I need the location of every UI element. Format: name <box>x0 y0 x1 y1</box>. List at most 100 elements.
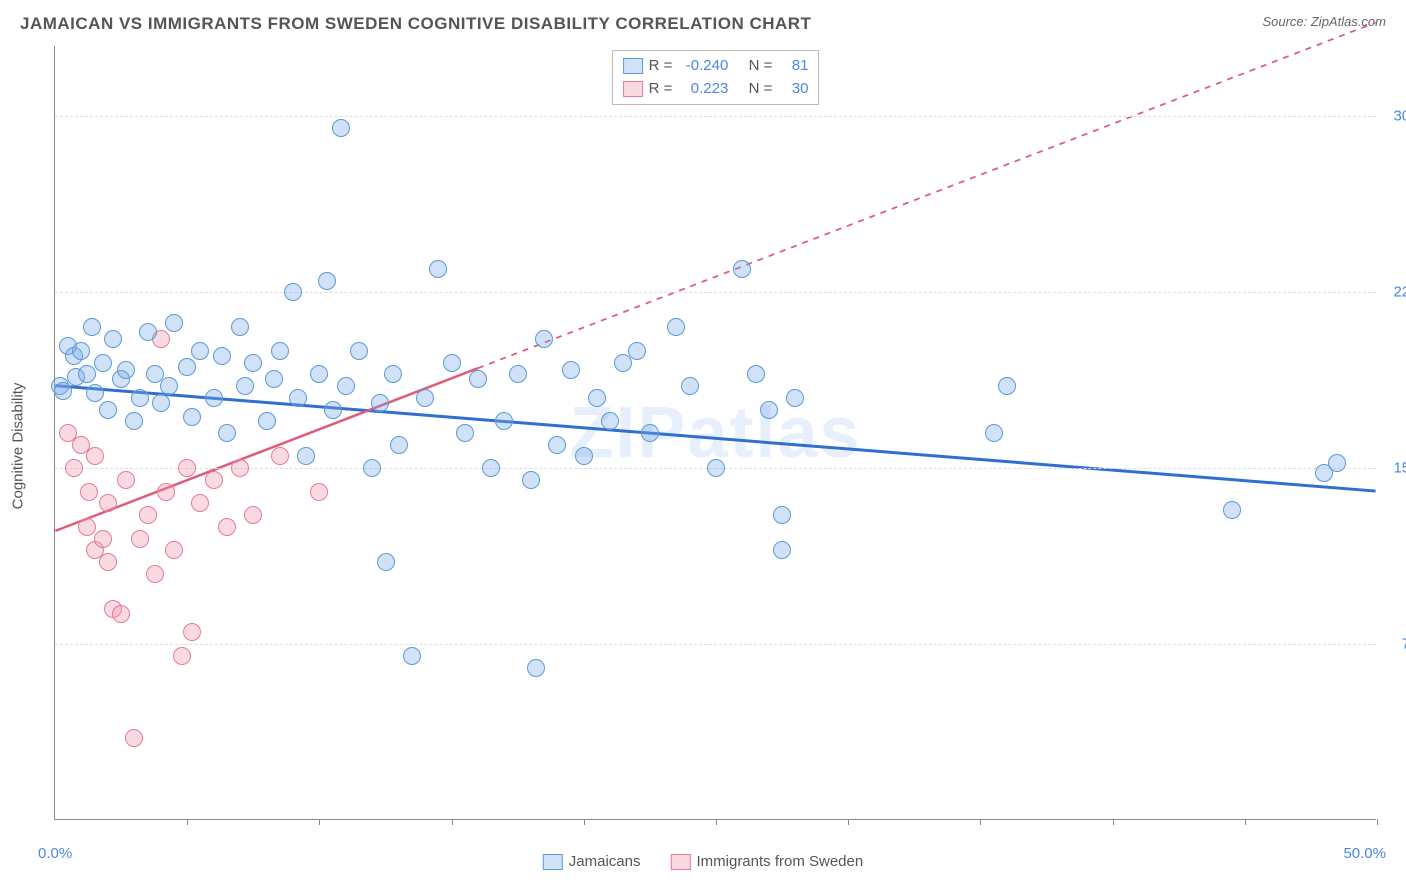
data-point <box>218 518 236 536</box>
ytick-label: 22.5% <box>1381 284 1406 301</box>
bottom-legend: Jamaicans Immigrants from Sweden <box>543 853 863 870</box>
data-point <box>297 447 315 465</box>
xtick <box>319 819 320 825</box>
data-point <box>707 459 725 477</box>
data-point <box>104 330 122 348</box>
legend-swatch <box>543 854 563 870</box>
xtick <box>187 819 188 825</box>
data-point <box>157 483 175 501</box>
data-point <box>231 318 249 336</box>
data-point <box>205 471 223 489</box>
xtick <box>584 819 585 825</box>
trend-line-solid <box>55 368 477 531</box>
data-point <box>747 365 765 383</box>
data-point <box>271 342 289 360</box>
ytick-label: 15.0% <box>1381 460 1406 477</box>
data-point <box>773 541 791 559</box>
data-point <box>760 401 778 419</box>
data-point <box>65 459 83 477</box>
chart-title: JAMAICAN VS IMMIGRANTS FROM SWEDEN COGNI… <box>20 14 811 34</box>
data-point <box>231 459 249 477</box>
data-point <box>72 342 90 360</box>
data-point <box>318 272 336 290</box>
data-point <box>131 530 149 548</box>
data-point <box>985 424 1003 442</box>
data-point <box>310 483 328 501</box>
trend-lines-layer <box>55 46 1376 819</box>
data-point <box>183 623 201 641</box>
data-point <box>131 389 149 407</box>
y-axis-label: Cognitive Disability <box>10 383 27 510</box>
data-point <box>80 483 98 501</box>
data-point <box>146 565 164 583</box>
data-point <box>94 530 112 548</box>
data-point <box>371 394 389 412</box>
data-point <box>83 318 101 336</box>
xtick <box>1245 819 1246 825</box>
xtick <box>980 819 981 825</box>
r-label: R = <box>649 55 673 78</box>
data-point <box>271 447 289 465</box>
data-point <box>403 647 421 665</box>
n-value: 30 <box>778 78 808 101</box>
data-point <box>575 447 593 465</box>
data-point <box>178 358 196 376</box>
data-point <box>99 401 117 419</box>
data-point <box>998 377 1016 395</box>
gridline <box>55 644 1376 645</box>
source-label: Source: <box>1262 14 1310 29</box>
data-point <box>1328 454 1346 472</box>
data-point <box>218 424 236 442</box>
data-point <box>94 354 112 372</box>
data-point <box>324 401 342 419</box>
data-point <box>78 365 96 383</box>
data-point <box>588 389 606 407</box>
data-point <box>562 361 580 379</box>
legend-swatch <box>623 58 643 74</box>
data-point <box>99 553 117 571</box>
data-point <box>191 342 209 360</box>
data-point <box>236 377 254 395</box>
gridline <box>55 116 1376 117</box>
data-point <box>117 361 135 379</box>
data-point <box>1223 501 1241 519</box>
data-point <box>165 541 183 559</box>
data-point <box>390 436 408 454</box>
data-point <box>160 377 178 395</box>
data-point <box>139 323 157 341</box>
source-attribution: Source: ZipAtlas.com <box>1262 14 1386 29</box>
n-label: N = <box>749 55 773 78</box>
data-point <box>78 518 96 536</box>
data-point <box>667 318 685 336</box>
data-point <box>265 370 283 388</box>
data-point <box>117 471 135 489</box>
data-point <box>152 394 170 412</box>
legend-item: Jamaicans <box>543 853 641 870</box>
data-point <box>469 370 487 388</box>
data-point <box>125 729 143 747</box>
data-point <box>258 412 276 430</box>
data-point <box>178 459 196 477</box>
data-point <box>191 494 209 512</box>
xtick <box>1377 819 1378 825</box>
data-point <box>183 408 201 426</box>
data-point <box>363 459 381 477</box>
data-point <box>628 342 646 360</box>
legend-label: Immigrants from Sweden <box>696 853 863 870</box>
data-point <box>377 553 395 571</box>
data-point <box>482 459 500 477</box>
data-point <box>139 506 157 524</box>
legend-item: Immigrants from Sweden <box>670 853 863 870</box>
data-point <box>443 354 461 372</box>
data-point <box>522 471 540 489</box>
data-point <box>429 260 447 278</box>
r-value: -0.240 <box>678 55 728 78</box>
data-point <box>773 506 791 524</box>
x-axis-max-label: 50.0% <box>1343 845 1386 862</box>
data-point <box>86 447 104 465</box>
r-label: R = <box>649 78 673 101</box>
data-point <box>310 365 328 383</box>
xtick <box>716 819 717 825</box>
gridline <box>55 292 1376 293</box>
data-point <box>509 365 527 383</box>
